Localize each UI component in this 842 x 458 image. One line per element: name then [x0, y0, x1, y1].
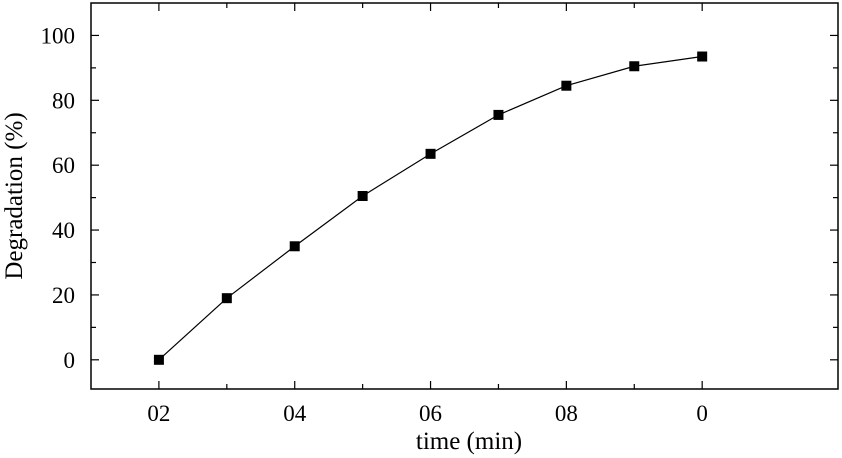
data-point-marker	[561, 80, 572, 91]
y-axis-title: Degradation (%)	[1, 112, 28, 279]
data-point-marker	[629, 61, 640, 72]
data-point-marker	[153, 354, 164, 365]
data-point-marker	[357, 191, 368, 201]
series-markers	[153, 51, 708, 365]
y-tick-label: 0	[64, 348, 76, 373]
x-tick-label: 08	[555, 401, 578, 426]
data-point-marker	[493, 109, 504, 120]
y-tick-label: 40	[52, 218, 75, 243]
data-point-marker	[425, 148, 436, 159]
series-line	[158, 55, 703, 361]
y-tick-label: 60	[52, 153, 75, 178]
data-point-marker	[221, 293, 232, 304]
y-tick-label: 100	[41, 23, 76, 48]
y-tick-label: 20	[52, 283, 75, 308]
data-point-marker	[289, 241, 300, 252]
x-tick-label: 0	[696, 401, 708, 426]
axis-ticks	[91, 3, 838, 389]
x-axis-title: time (min)	[416, 428, 522, 455]
plot-frame	[90, 2, 839, 390]
x-tick-label: 04	[283, 401, 307, 426]
x-tick-label: 06	[419, 401, 442, 426]
y-tick-label: 80	[52, 88, 75, 113]
data-point-marker	[697, 51, 708, 62]
x-tick-label: 02	[147, 401, 170, 426]
